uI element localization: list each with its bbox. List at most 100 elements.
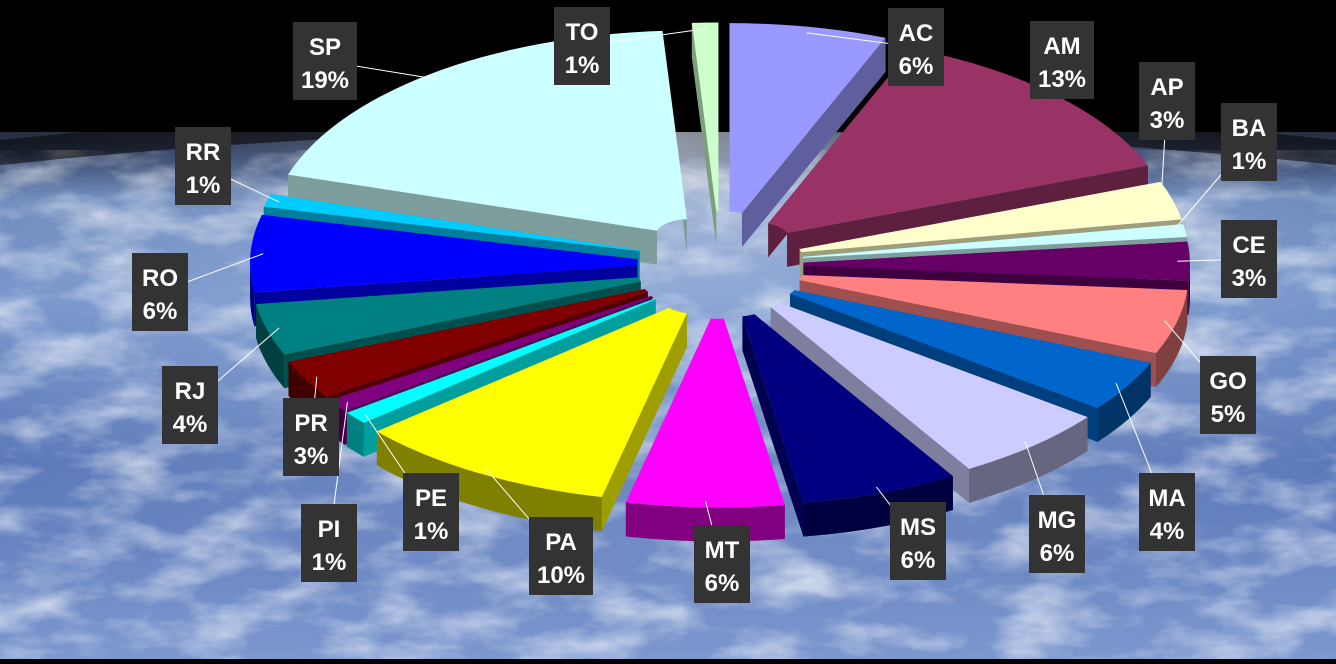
slice-percent-label: 19% [301, 67, 349, 94]
slice-side [601, 313, 687, 532]
label-box [283, 398, 339, 476]
label-pr: PR 3% [283, 398, 339, 476]
slice-percent-label: 13% [1038, 66, 1086, 93]
label-ac: AC 6% [888, 8, 944, 86]
label-pa: PA 10% [529, 517, 593, 595]
slice-top [376, 307, 687, 498]
label-am: AM 13% [1030, 21, 1094, 99]
slice-labels: AC 6% AM 13% AP 3% BA 1% CE 3% GO 5% MA 4% MG 6% MS 6% MT 6… [132, 7, 1277, 603]
slice-ms [742, 314, 953, 537]
slice-percent-label: 6% [1040, 540, 1075, 567]
slice-top [329, 295, 653, 411]
label-sp: SP 19% [293, 22, 357, 100]
label-box [1200, 356, 1256, 434]
label-ms: MS 6% [890, 502, 946, 580]
label-box [1030, 21, 1094, 99]
slice-name-label: AP [1150, 74, 1183, 101]
label-ba: BA 1% [1221, 103, 1277, 181]
label-pi: PI 1% [301, 504, 357, 582]
slice-percent-label: 1% [414, 518, 449, 545]
slice-to [691, 22, 719, 246]
label-box [293, 22, 357, 100]
label-rj: RJ 4% [162, 366, 218, 444]
slice-percent-label: 3% [1150, 107, 1185, 134]
label-box [554, 7, 610, 85]
label-ma: MA 4% [1139, 473, 1195, 551]
slice-name-label: PI [318, 516, 341, 543]
slice-top [742, 314, 953, 503]
label-ap: AP 3% [1139, 62, 1195, 140]
slice-top [625, 318, 785, 508]
label-to: TO 1% [554, 7, 610, 85]
slice-percent-label: 1% [565, 52, 600, 79]
label-box [162, 366, 218, 444]
label-box [1221, 103, 1277, 181]
slice-percent-label: 1% [1232, 148, 1267, 175]
slice-name-label: MT [705, 537, 740, 564]
slice-percent-label: 3% [1232, 265, 1267, 292]
slice-side [741, 37, 886, 247]
label-rr: RR 1% [175, 127, 231, 205]
label-box [694, 525, 750, 603]
slice-name-label: MG [1038, 507, 1077, 534]
slice-name-label: RJ [175, 378, 206, 405]
slice-percent-label: 1% [186, 172, 221, 199]
slice-percent-label: 5% [1211, 401, 1246, 428]
label-pe: PE 1% [403, 473, 459, 551]
label-mt: MT 6% [694, 525, 750, 603]
label-mg: MG 6% [1029, 495, 1085, 573]
slice-top [729, 23, 886, 213]
label-box [301, 504, 357, 582]
slice-rim [1188, 264, 1190, 315]
slice-percent-label: 10% [537, 562, 585, 589]
pie-slices [250, 22, 1190, 542]
label-box [529, 517, 593, 595]
slice-percent-label: 3% [294, 443, 329, 470]
slice-name-label: PA [545, 529, 577, 556]
slice-top [263, 194, 640, 252]
slice-side [691, 22, 717, 246]
slice-name-label: CE [1232, 232, 1265, 259]
slice-name-label: MA [1148, 485, 1185, 512]
slice-top [770, 302, 1088, 469]
slice-top [790, 290, 1151, 408]
slice-side [346, 298, 655, 447]
label-ro: RO 6% [132, 253, 188, 331]
slice-rim [803, 476, 953, 537]
slice-name-label: SP [309, 34, 341, 61]
slice-name-label: TO [566, 19, 599, 46]
label-box [403, 473, 459, 551]
slice-top [346, 298, 656, 423]
label-box [890, 502, 946, 580]
label-go: GO 5% [1200, 356, 1256, 434]
slice-percent-label: 6% [705, 570, 740, 597]
slice-percent-label: 4% [173, 411, 208, 438]
slice-name-label: MS [900, 514, 936, 541]
slice-percent-label: 6% [901, 547, 936, 574]
slice-top [256, 277, 641, 355]
slice-name-label: PR [294, 410, 327, 437]
slice-rim [376, 431, 602, 532]
label-box [132, 253, 188, 331]
slice-side [742, 316, 804, 537]
slice-top [691, 22, 719, 212]
slice-name-label: RR [186, 139, 221, 166]
label-ce: CE 3% [1221, 220, 1277, 298]
slice-percent-label: 6% [899, 53, 934, 80]
slice-percent-label: 6% [143, 298, 178, 325]
slice-rim [346, 412, 364, 457]
slice-name-label: RO [142, 265, 178, 292]
label-box [175, 127, 231, 205]
slice-percent-label: 1% [312, 549, 347, 576]
slice-top [803, 241, 1190, 281]
label-box [1139, 62, 1195, 140]
label-box [1221, 220, 1277, 298]
label-box [888, 8, 944, 86]
slice-pa [376, 307, 687, 532]
slice-percent-label: 4% [1150, 518, 1185, 545]
slice-top [799, 181, 1182, 253]
slice-name-label: PE [415, 485, 447, 512]
slice-name-label: GO [1209, 368, 1246, 395]
